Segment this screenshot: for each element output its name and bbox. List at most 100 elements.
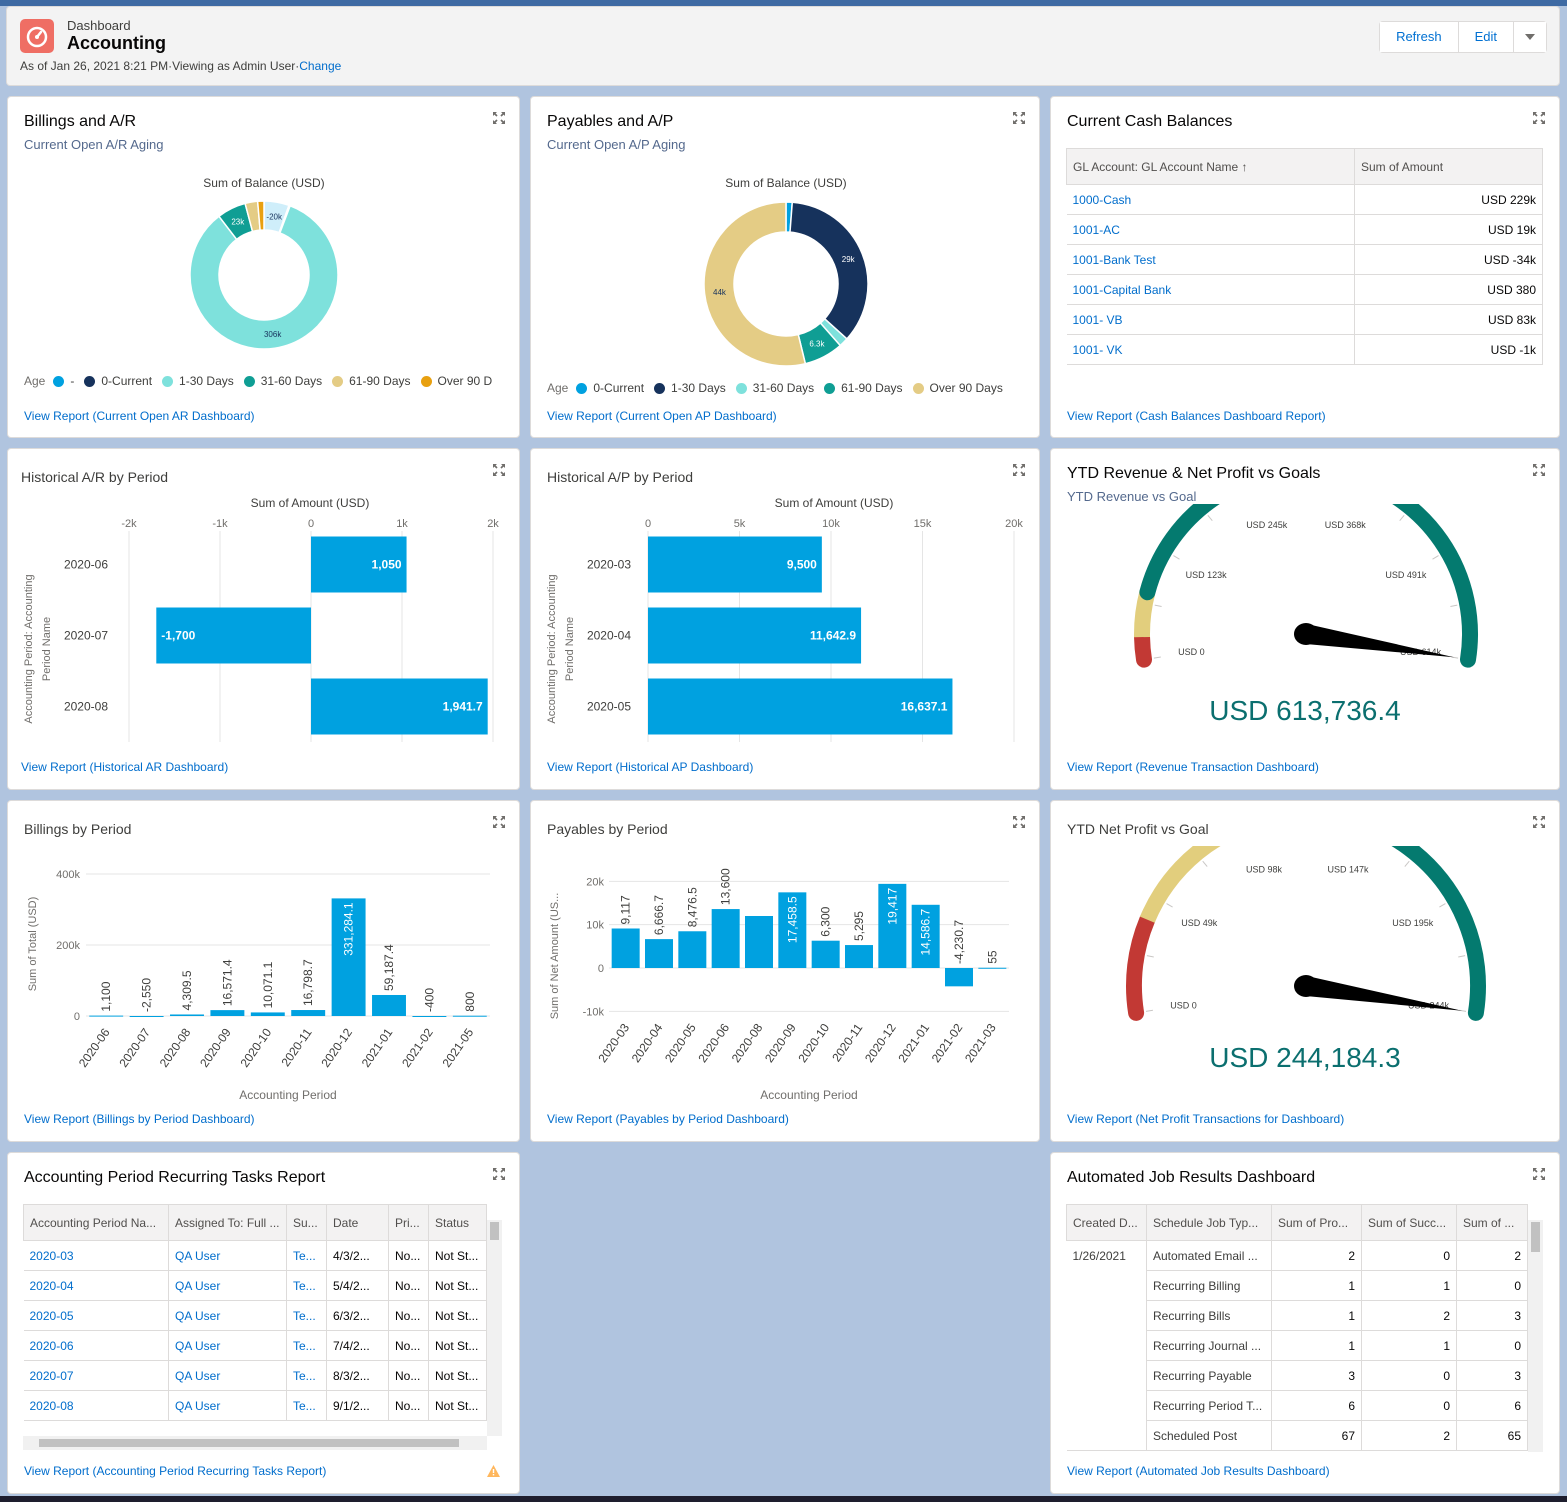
period-link[interactable]: 2020-03	[23, 1240, 169, 1271]
donut-slice	[256, 200, 265, 231]
view-report-link[interactable]: View Report (Billings by Period Dashboar…	[24, 1112, 255, 1126]
view-report-link[interactable]: View Report (Payables by Period Dashboar…	[547, 1112, 789, 1126]
period-link[interactable]: 2020-05	[23, 1300, 169, 1331]
user-link[interactable]: QA User	[168, 1330, 287, 1361]
view-report-link[interactable]: View Report (Net Profit Transactions for…	[1067, 1112, 1345, 1126]
refresh-button[interactable]: Refresh	[1380, 22, 1459, 52]
vertical-scrollbar[interactable]	[1528, 1220, 1543, 1452]
value-label: 11,642.9	[810, 629, 856, 643]
column-header[interactable]: Created D...	[1066, 1204, 1147, 1241]
gl-account-link[interactable]: 1001-Bank Test	[1066, 244, 1355, 275]
expand-icon[interactable]	[1533, 816, 1545, 828]
gl-account-link[interactable]: 1000-Cash	[1066, 184, 1355, 215]
period-link[interactable]: 2020-07	[23, 1360, 169, 1391]
expand-icon[interactable]	[1013, 816, 1025, 828]
expand-icon[interactable]	[1533, 112, 1545, 124]
expand-icon[interactable]	[1533, 1168, 1545, 1180]
subject-link[interactable]: Te...	[286, 1360, 327, 1391]
view-report-link[interactable]: View Report (Automated Job Results Dashb…	[1067, 1464, 1330, 1478]
expand-icon[interactable]	[1013, 112, 1025, 124]
legend-item[interactable]: 1-30 Days	[654, 381, 726, 395]
legend-item[interactable]: 0-Current	[576, 381, 644, 395]
change-viewer-link[interactable]: Change	[299, 59, 342, 73]
value-label: 331,284.1	[342, 902, 356, 956]
column-header[interactable]: GL Account: GL Account Name ↑	[1066, 148, 1355, 185]
bar	[291, 1010, 326, 1016]
view-report-link[interactable]: View Report (Cash Balances Dashboard Rep…	[1067, 409, 1326, 423]
expand-icon[interactable]	[1013, 464, 1025, 476]
view-report-link[interactable]: View Report (Historical AR Dashboard)	[21, 760, 229, 774]
category-label: 2021-02	[929, 1021, 966, 1065]
expand-icon[interactable]	[493, 816, 505, 828]
column-header[interactable]: Su...	[286, 1204, 327, 1241]
bar	[156, 607, 311, 664]
user-link[interactable]: QA User	[168, 1360, 287, 1391]
view-report-link[interactable]: View Report (Historical AP Dashboard)	[547, 760, 754, 774]
legend-item[interactable]: 61-90 Days	[332, 374, 411, 388]
view-report-link[interactable]: View Report (Accounting Period Recurring…	[24, 1464, 327, 1478]
view-report-link[interactable]: View Report (Current Open AR Dashboard)	[24, 409, 255, 423]
value-label: -1,700	[161, 629, 195, 643]
gauge-tick	[1154, 604, 1162, 607]
expand-icon[interactable]	[1533, 464, 1545, 476]
expand-icon[interactable]	[493, 464, 505, 476]
scrollbar-thumb[interactable]	[490, 1222, 499, 1240]
subject-link[interactable]: Te...	[286, 1270, 327, 1301]
priority-cell: No...	[388, 1240, 429, 1271]
view-report-link[interactable]: View Report (Current Open AP Dashboard)	[547, 409, 777, 423]
legend-item[interactable]: -	[53, 374, 74, 388]
edit-button[interactable]: Edit	[1458, 22, 1514, 52]
column-header[interactable]: Assigned To: Full ...	[168, 1204, 287, 1241]
more-actions-button[interactable]	[1514, 22, 1546, 52]
column-header[interactable]: Sum of Succ...	[1361, 1204, 1457, 1241]
value-label: 9,117	[619, 895, 633, 924]
user-link[interactable]: QA User	[168, 1300, 287, 1331]
subject-link[interactable]: Te...	[286, 1330, 327, 1361]
legend-item[interactable]: 61-90 Days	[824, 381, 903, 395]
date-cell: 9/1/2...	[326, 1390, 389, 1421]
vbar-bill: 0 200k 400k 1,100 2020-06 -2,550 2020-07 4,309.…	[56, 869, 490, 1070]
column-header[interactable]: Schedule Job Typ...	[1146, 1204, 1272, 1241]
priority-cell: No...	[388, 1270, 429, 1301]
user-link[interactable]: QA User	[168, 1390, 287, 1421]
table-row: 1000-Cash USD 229k	[1066, 184, 1543, 215]
jobs-table: Created D... Schedule Job Typ... Sum of …	[1066, 1204, 1528, 1451]
subject-link[interactable]: Te...	[286, 1300, 327, 1331]
legend-item[interactable]: 31-60 Days	[735, 381, 814, 395]
period-link[interactable]: 2020-06	[23, 1330, 169, 1361]
expand-icon[interactable]	[493, 112, 505, 124]
period-link[interactable]: 2020-08	[23, 1390, 169, 1421]
user-link[interactable]: QA User	[168, 1240, 287, 1271]
column-header[interactable]: Sum of Amount	[1354, 148, 1543, 185]
column-header[interactable]: Pri...	[388, 1204, 429, 1241]
category-label: 2020-05	[587, 700, 631, 714]
legend-item[interactable]: Over 90 Days	[912, 381, 1003, 395]
expand-icon[interactable]	[493, 1168, 505, 1180]
user-link[interactable]: QA User	[168, 1270, 287, 1301]
scrollbar-thumb[interactable]	[39, 1439, 459, 1447]
gl-account-link[interactable]: 1001-Capital Bank	[1066, 274, 1355, 305]
warning-icon[interactable]	[487, 1465, 500, 1477]
gl-account-link[interactable]: 1001- VB	[1066, 304, 1355, 335]
gl-account-link[interactable]: 1001-AC	[1066, 214, 1355, 245]
column-header[interactable]: Sum of Pro...	[1271, 1204, 1362, 1241]
legend-item[interactable]: 31-60 Days	[243, 374, 322, 388]
as-of-text: As of Jan 26, 2021 8:21 PM·Viewing as Ad…	[20, 59, 300, 73]
view-report-link[interactable]: View Report (Revenue Transaction Dashboa…	[1067, 760, 1319, 774]
y-axis-label: Sum of Net Amount (US...	[549, 893, 561, 1020]
subject-link[interactable]: Te...	[286, 1390, 327, 1421]
column-header[interactable]: Sum of ...	[1456, 1204, 1528, 1241]
column-header[interactable]: Date	[326, 1204, 389, 1241]
legend-item[interactable]: 0-Current	[84, 374, 152, 388]
subject-link[interactable]: Te...	[286, 1240, 327, 1271]
gl-account-link[interactable]: 1001- VK	[1066, 334, 1355, 365]
column-header[interactable]: Status	[428, 1204, 487, 1241]
column-header[interactable]: Accounting Period Na...	[23, 1204, 169, 1241]
bar	[745, 916, 773, 968]
vertical-scrollbar[interactable]	[487, 1220, 502, 1436]
legend-item[interactable]: 1-30 Days	[162, 374, 234, 388]
period-link[interactable]: 2020-04	[23, 1270, 169, 1301]
horizontal-scrollbar[interactable]	[23, 1436, 487, 1450]
legend-item[interactable]: Over 90 D	[420, 374, 492, 388]
scrollbar-thumb[interactable]	[1531, 1222, 1540, 1252]
